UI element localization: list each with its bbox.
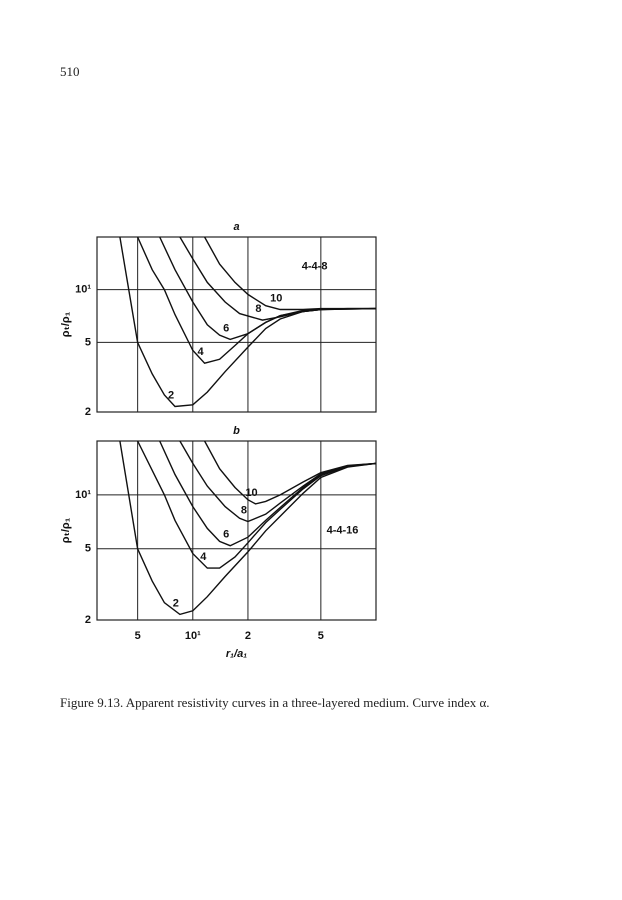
chart-title: a bbox=[233, 221, 239, 233]
curve-label: 6 bbox=[223, 322, 229, 334]
curve-label: 4 bbox=[200, 551, 207, 563]
annotation: 4-4-8 bbox=[302, 261, 328, 273]
y-tick-label: 5 bbox=[85, 543, 91, 555]
curve-label: 10 bbox=[245, 487, 257, 499]
plot-frame bbox=[96, 440, 377, 621]
annotation: 4-4-16 bbox=[327, 524, 359, 536]
curve bbox=[159, 237, 376, 341]
curve-label: 2 bbox=[173, 597, 179, 609]
x-tick-label: 10¹ bbox=[185, 630, 201, 642]
curve-label: 8 bbox=[255, 303, 261, 315]
y-tick-label: 2 bbox=[85, 614, 91, 626]
y-axis-label: ρₜ/ρ₁ bbox=[60, 311, 72, 337]
x-tick-label: 2 bbox=[245, 630, 251, 642]
x-axis-label: r₁/a₁ bbox=[226, 648, 247, 660]
y-tick-label: 5 bbox=[85, 336, 91, 348]
x-tick-label: 5 bbox=[135, 630, 141, 642]
curve-label: 2 bbox=[168, 389, 174, 401]
curve-label: 6 bbox=[223, 529, 229, 541]
curve-label: 10 bbox=[270, 292, 282, 304]
curve bbox=[179, 441, 376, 523]
curve bbox=[203, 441, 376, 505]
plot-frame bbox=[96, 236, 377, 413]
curve bbox=[119, 441, 376, 616]
y-tick-label: 2 bbox=[85, 406, 91, 418]
curve-label: 4 bbox=[198, 346, 205, 358]
y-tick-label: 10¹ bbox=[75, 284, 91, 296]
y-tick-label: 10¹ bbox=[75, 489, 91, 501]
curve bbox=[203, 237, 376, 311]
y-axis-label: ρₜ/ρ₁ bbox=[60, 517, 72, 543]
curve-label: 8 bbox=[241, 504, 247, 516]
chart-title: b bbox=[233, 425, 240, 437]
curve bbox=[136, 441, 376, 569]
figure-caption: Figure 9.13. Apparent resistivity curves… bbox=[60, 695, 490, 710]
x-tick-label: 5 bbox=[318, 630, 324, 642]
page-number: 510 bbox=[60, 64, 80, 79]
curve bbox=[179, 237, 376, 321]
